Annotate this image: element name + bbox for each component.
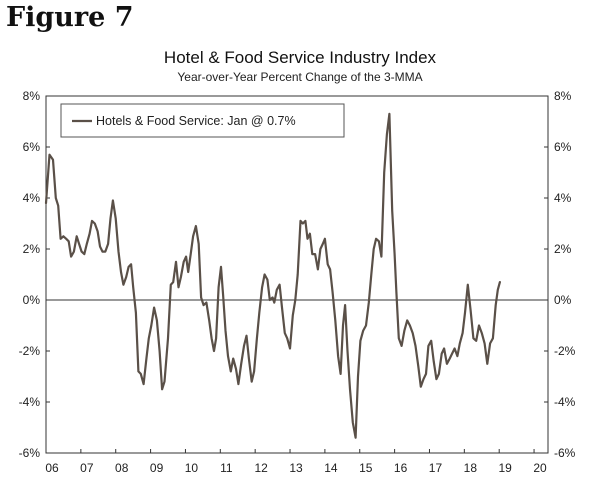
- y-tick-label-left: 2%: [23, 242, 41, 256]
- y-tick-label-left: 4%: [23, 191, 41, 205]
- x-tick-label: 12: [254, 461, 268, 475]
- x-tick-label: 19: [499, 461, 513, 475]
- x-tick-label: 20: [533, 461, 547, 475]
- y-tick-label-right: 4%: [554, 191, 572, 205]
- y-tick-label-right: 8%: [554, 89, 572, 103]
- x-tick-label: 14: [324, 461, 338, 475]
- y-tick-label-left: 0%: [23, 293, 41, 307]
- y-tick-label-left: -6%: [19, 446, 41, 460]
- y-axis: -6% -6% -4% -4% -2% -2% 0% 0% 2% 2% 4% 4% 6% 6% 8% 8%: [19, 89, 576, 460]
- legend: Hotels & Food Service: Jan @ 0.7%: [60, 103, 345, 138]
- x-tick-label: 11: [220, 461, 233, 475]
- chart-title: Hotel & Food Service Industry Index: [163, 48, 437, 67]
- y-tick-label-left: 6%: [23, 140, 41, 154]
- y-tick-label-left: -2%: [19, 344, 41, 358]
- y-tick-label-right: -2%: [554, 344, 576, 358]
- x-tick-label: 16: [394, 461, 408, 475]
- series-line-hotels-food-service: [44, 112, 501, 439]
- x-tick-label: 18: [464, 461, 478, 475]
- legend-box: [60, 103, 345, 138]
- x-tick-label: 08: [115, 461, 129, 475]
- y-tick-label-left: -4%: [19, 395, 41, 409]
- y-tick-label-right: 2%: [554, 242, 572, 256]
- x-tick-label: 06: [45, 461, 59, 475]
- chart-subtitle: Year-over-Year Percent Change of the 3-M…: [177, 70, 423, 84]
- x-axis: 06 07 08 09 10 11 12 13 14 15 16 17 18 19 20: [45, 449, 547, 475]
- figure-label: Figure 7: [6, 2, 134, 33]
- x-tick-label: 13: [289, 461, 303, 475]
- y-tick-label-left: 8%: [23, 89, 41, 103]
- y-tick-label-right: -4%: [554, 395, 576, 409]
- x-tick-label: 07: [80, 461, 94, 475]
- x-tick-label: 10: [185, 461, 199, 475]
- y-tick-label-right: 0%: [554, 293, 572, 307]
- y-tick-label-right: 6%: [554, 140, 572, 154]
- x-tick-label: 09: [150, 461, 164, 475]
- plot-frame: [45, 95, 549, 454]
- legend-label: Hotels & Food Service: Jan @ 0.7%: [96, 114, 296, 128]
- x-tick-label: 17: [429, 461, 443, 475]
- y-tick-label-right: -6%: [554, 446, 576, 460]
- x-tick-label: 15: [359, 461, 373, 475]
